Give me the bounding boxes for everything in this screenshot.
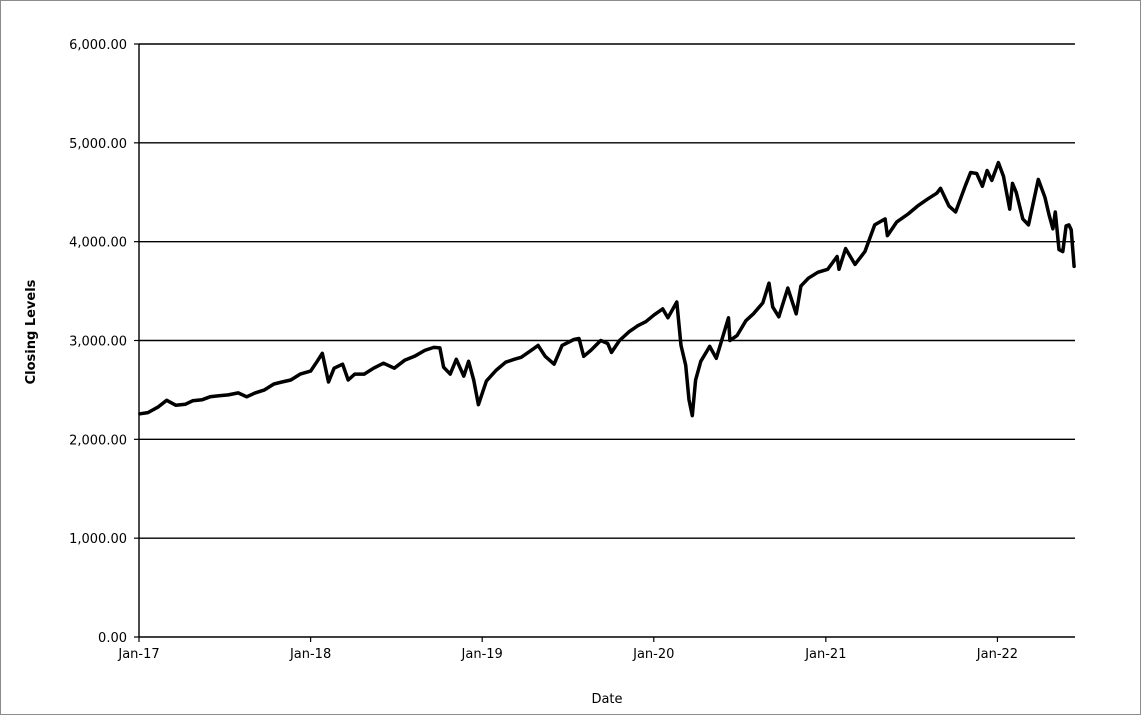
y-tick-label: 6,000.00	[69, 38, 127, 53]
x-tick-label: Jan-22	[976, 647, 1018, 662]
x-tick-label: Jan-20	[632, 647, 674, 662]
y-tick-label: 5,000.00	[69, 137, 127, 152]
x-tick-label: Jan-19	[461, 647, 503, 662]
y-axis-title: Closing Levels	[24, 279, 39, 384]
y-tick-label: 0.00	[98, 631, 127, 646]
x-axis-title: Date	[591, 692, 622, 707]
x-tick-label: Jan-21	[804, 647, 846, 662]
x-tick-label: Jan-17	[117, 647, 159, 662]
y-tick-label: 3,000.00	[69, 335, 127, 350]
closing-levels-line	[138, 160, 1076, 418]
x-tick-label: Jan-18	[289, 647, 331, 662]
y-tick-label: 2,000.00	[69, 433, 127, 448]
y-tick-label: 1,000.00	[69, 532, 127, 547]
x-axis-ticks: Jan-17 Jan-18 Jan-19 Jan-20 Jan-21 Jan-22	[117, 637, 1018, 662]
y-axis-ticks: 0.00 1,000.00 2,000.00 3,000.00 4,000.00 5,00…	[69, 38, 139, 646]
y-tick-label: 4,000.00	[69, 236, 127, 251]
gridlines	[139, 43, 1075, 539]
